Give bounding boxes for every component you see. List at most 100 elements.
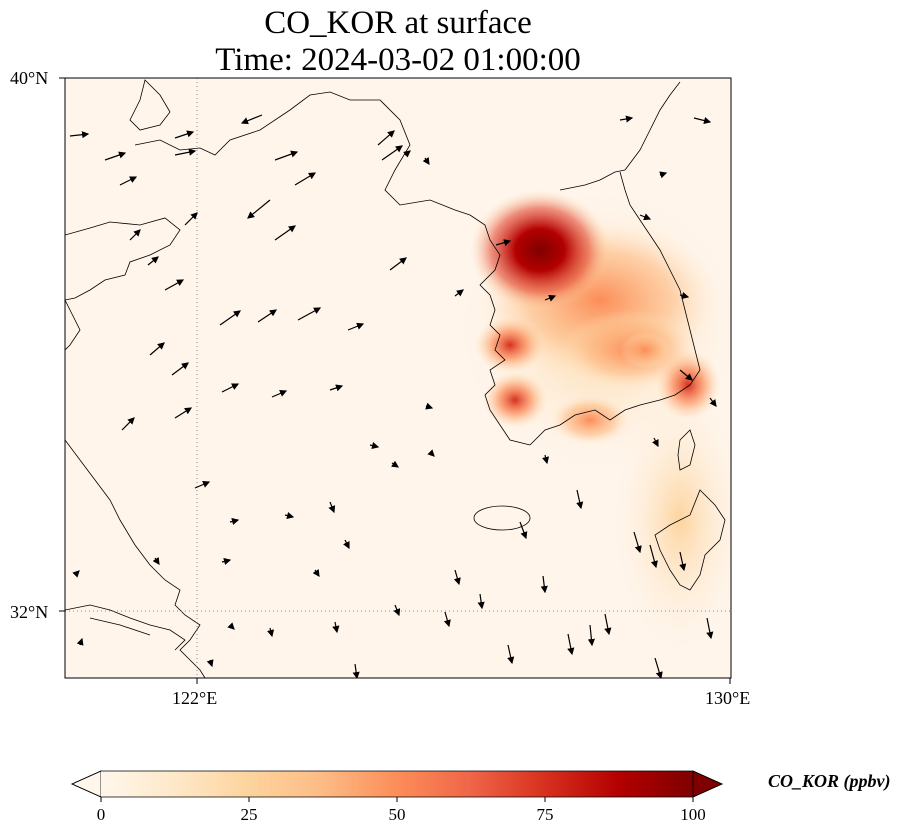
wind-arrow: [328, 501, 336, 514]
wind-arrow: [604, 613, 612, 636]
wind-arrow: [576, 489, 584, 510]
coastline-nkorea-east: [624, 81, 681, 171]
wind-vectors: [69, 114, 717, 678]
co-field-gwangyang: [550, 395, 630, 445]
coastline-korea-west: [469, 214, 531, 446]
wind-arrow: [129, 229, 141, 241]
wind-arrow: [274, 225, 296, 241]
wind-arrow: [171, 362, 189, 376]
colorbar-tick-label: 0: [96, 805, 106, 824]
wind-arrow: [152, 557, 160, 565]
colorbar-label: CO_KOR (ppbv): [768, 771, 891, 791]
wind-arrow: [652, 437, 659, 448]
colorbar-body: [101, 771, 693, 797]
wind-arrow: [297, 307, 322, 321]
coastline-yangtze: [65, 604, 186, 651]
lat-tick-40n: 40°N: [10, 68, 49, 88]
co-field-ulsan: [656, 350, 720, 420]
wind-arrow: [227, 622, 235, 630]
wind-arrow: [274, 150, 299, 161]
wind-arrow: [69, 131, 90, 139]
wind-arrow: [679, 551, 687, 572]
wind-arrow: [393, 604, 401, 617]
wind-arrow: [257, 309, 277, 323]
wind-arrow: [706, 617, 714, 640]
wind-arrow: [443, 611, 451, 628]
wind-arrow: [184, 212, 198, 226]
coastline-japan-kyushu: [654, 489, 726, 591]
co-field-faint-2: [610, 380, 731, 660]
co-field-mokpo: [483, 372, 547, 428]
wind-arrow: [679, 369, 693, 381]
wind-arrow: [709, 397, 717, 407]
wind-arrow: [164, 279, 185, 291]
wind-arrow: [206, 659, 214, 668]
coastline-nkorea-border: [559, 169, 626, 191]
map-content: [65, 78, 731, 678]
wind-arrow: [495, 239, 512, 247]
wind-arrow: [221, 557, 232, 565]
wind-arrow: [271, 390, 288, 398]
wind-arrow: [454, 289, 464, 297]
wind-arrow: [693, 117, 712, 125]
wind-arrow: [347, 322, 365, 331]
plot-title-line1: CO_KOR at surface: [264, 5, 532, 41]
wind-arrow: [219, 310, 241, 326]
coastline-jeju: [473, 505, 531, 531]
wind-arrow: [507, 644, 515, 665]
wind-arrow: [76, 637, 84, 646]
wind-arrow: [427, 449, 435, 457]
wind-arrow: [542, 454, 550, 465]
lat-tick-32n: 32°N: [10, 602, 49, 622]
map-frame: [64, 77, 732, 679]
wind-arrow: [119, 176, 138, 186]
colorbar-tick-label: 75: [536, 805, 554, 824]
wind-arrow: [679, 292, 690, 300]
wind-arrow: [477, 593, 485, 610]
wind-arrow: [72, 570, 80, 578]
wind-arrow: [381, 145, 403, 161]
wind-arrow: [104, 151, 127, 161]
lon-tick-130e: 130°E: [705, 688, 751, 708]
co-field-daegu: [620, 332, 670, 368]
wind-arrow: [377, 130, 395, 146]
coastline-korea-east: [619, 171, 701, 371]
wind-arrow: [174, 148, 197, 156]
wind-arrow: [174, 130, 195, 139]
wind-arrow: [391, 460, 399, 468]
colorbar-tick-label: 25: [240, 805, 258, 824]
lon-tick-122e: 122°E: [172, 688, 218, 708]
wind-arrow: [403, 150, 411, 158]
coastline-bohai: [134, 91, 471, 216]
wind-arrow: [284, 512, 295, 520]
wind-arrow: [221, 383, 240, 393]
axis-ticks: [59, 77, 731, 684]
wind-arrow: [229, 517, 240, 525]
wind-arrow: [343, 539, 350, 550]
coastlines: [65, 79, 726, 678]
colorbar-tick-label: 50: [388, 805, 406, 824]
coastline-china-north: [65, 217, 181, 301]
wind-arrow: [247, 199, 271, 219]
coastline-korea-south: [529, 369, 701, 446]
wind-arrow: [654, 657, 663, 678]
wind-arrow: [267, 627, 275, 638]
wind-arrow: [240, 114, 263, 125]
wind-arrow: [544, 294, 557, 302]
wind-arrow: [352, 663, 360, 678]
wind-arrow: [425, 402, 434, 410]
wind-arrow: [540, 575, 548, 594]
wind-arrow: [149, 342, 165, 356]
wind-arrow: [312, 569, 320, 577]
coastline-liaodong: [129, 79, 171, 131]
co-field-layer: [450, 180, 731, 660]
wind-arrow: [633, 531, 642, 554]
wind-arrow: [649, 544, 658, 569]
wind-arrow: [519, 521, 528, 540]
wind-arrow: [453, 569, 461, 586]
colorbar-tick-label: 100: [680, 805, 706, 824]
coastline-china-east: [65, 439, 206, 678]
co-field-seoul: [470, 190, 610, 310]
